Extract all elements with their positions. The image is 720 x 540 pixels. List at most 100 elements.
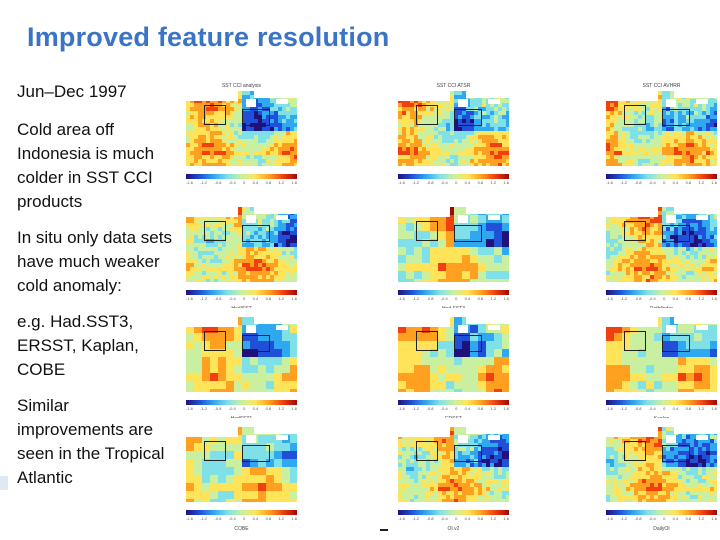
colorbar-tick-label: -1.2 — [200, 296, 208, 301]
colorbar-tick-label: 0 — [663, 296, 666, 301]
bullet-indonesia: Cold area off Indonesia is much colder i… — [17, 120, 155, 211]
colorbar-tick-label: -0.4 — [440, 516, 448, 521]
map-panel-label: DailyOI — [653, 526, 670, 532]
colorbar-tick-label: 0.8 — [477, 296, 484, 301]
colorbar-tick-label: -0.4 — [440, 406, 448, 411]
colorbar-tick-label: 0.8 — [265, 406, 272, 411]
region-box-indonesia — [454, 109, 482, 126]
colorbar-tick-label: -0.8 — [634, 296, 642, 301]
region-box-west — [204, 331, 226, 351]
colorbar — [398, 290, 509, 295]
colorbar-tick-label: -1.6 — [606, 180, 613, 185]
colorbar-tick-label: 0.8 — [685, 296, 692, 301]
colorbar-tick-label: 0.8 — [685, 406, 692, 411]
colorbar-tick-label: 1.2 — [490, 406, 497, 411]
colorbar-tick-label: -0.8 — [426, 180, 434, 185]
colorbar-tick-label: -0.4 — [648, 516, 656, 521]
colorbar-ticks: -1.6 -1.2 -0.8 -0.4 0 0.4 0.8 1.2 1.6 — [186, 296, 297, 301]
colorbar-tick-label: -0.8 — [214, 516, 222, 521]
colorbar-tick-label: -1.2 — [200, 516, 208, 521]
anomaly-map — [606, 427, 717, 502]
colorbar-tick-label: 1.2 — [490, 180, 497, 185]
colorbar-tick-label: 1.6 — [291, 516, 297, 521]
colorbar-tick-label: 1.6 — [503, 180, 509, 185]
anomaly-map — [186, 91, 297, 166]
colorbar-tick-label: -1.6 — [186, 406, 193, 411]
colorbar-tick-label: 0 — [663, 406, 666, 411]
region-box-west — [204, 105, 226, 125]
map-panel-label: SST CCI AVHRR — [642, 83, 681, 89]
bullet-atlantic: Similar improvements are seen in the Tro… — [17, 396, 165, 487]
colorbar-tick-label: 1.6 — [711, 180, 717, 185]
colorbar-tick-label: 1.2 — [278, 296, 285, 301]
colorbar-tick-label: -1.6 — [398, 180, 405, 185]
bullet-examples: e.g. Had.SST3, ERSST, Kaplan, COBE — [17, 312, 139, 379]
anomaly-map — [186, 317, 297, 392]
map-panel: HadISST-1.6-1.2-0.8-0.400.40.81.21.6 — [183, 198, 300, 313]
colorbar-tick-label: -1.2 — [412, 516, 420, 521]
map-panel: SST CCI AVHRR -1.6 -1.2 -0.8 -0.4 0 0.4 0.8 1.2 1… — [603, 82, 720, 197]
colorbar-tick-label: -0.8 — [214, 296, 222, 301]
colorbar-tick-label: 1.6 — [503, 516, 509, 521]
colorbar-tick-label: -0.8 — [426, 406, 434, 411]
colorbar-tick-label: -1.6 — [186, 296, 193, 301]
colorbar-ticks: -1.6 -1.2 -0.8 -0.4 0 0.4 0.8 1.2 1.6 — [186, 516, 297, 521]
region-box-west — [624, 105, 646, 125]
slide-title: Improved feature resolution — [27, 22, 390, 52]
colorbar-ticks: -1.6 -1.2 -0.8 -0.4 0 0.4 0.8 1.2 1.6 — [398, 406, 509, 411]
anomaly-map — [398, 427, 509, 502]
colorbar-tick-label: -1.6 — [398, 296, 405, 301]
colorbar — [186, 400, 297, 405]
colorbar-tick-label: -0.4 — [228, 296, 236, 301]
map-panel: ERSST-1.6-1.2-0.8-0.400.40.81.21.6 — [395, 308, 512, 423]
colorbar-tick-label: 0 — [663, 516, 666, 521]
anomaly-map — [398, 317, 509, 392]
colorbar-tick-label: 0 — [455, 296, 458, 301]
left-edge-decoration — [0, 476, 8, 490]
colorbar-tick-label: -0.8 — [634, 516, 642, 521]
colorbar — [606, 174, 717, 179]
region-box-west — [624, 331, 646, 351]
colorbar — [186, 510, 297, 515]
region-box-indonesia — [662, 225, 690, 242]
bullet-period: Jun–Dec 1997 — [17, 82, 127, 101]
colorbar-ticks: -1.6 -1.2 -0.8 -0.4 0 0.4 0.8 1.2 1.6 — [398, 296, 509, 301]
colorbar-tick-label: 1.6 — [503, 406, 509, 411]
colorbar — [186, 290, 297, 295]
region-box-west — [416, 331, 438, 351]
colorbar-tick-label: 0.4 — [252, 180, 259, 185]
colorbar-tick-label: 0.4 — [672, 296, 679, 301]
colorbar — [606, 400, 717, 405]
colorbar-tick-label: 1.6 — [291, 180, 297, 185]
map-panel: Had.SST3-1.6-1.2-0.8-0.400.40.81.21.6 — [395, 198, 512, 313]
colorbar-tick-label: -0.8 — [426, 296, 434, 301]
colorbar-tick-label: -1.2 — [412, 296, 420, 301]
map-panel: Kaplan-1.6-1.2-0.8-0.400.40.81.21.6 — [603, 308, 720, 423]
colorbar-tick-label: 0.8 — [265, 516, 272, 521]
colorbar-tick-label: -1.6 — [186, 180, 193, 185]
colorbar-tick-label: -1.2 — [412, 180, 420, 185]
colorbar — [398, 510, 509, 515]
colorbar-tick-label: 1.6 — [291, 406, 297, 411]
colorbar-tick-label: -1.2 — [620, 180, 628, 185]
anomaly-map — [186, 427, 297, 502]
colorbar-tick-label: 0.8 — [685, 180, 692, 185]
colorbar — [398, 400, 509, 405]
region-box-indonesia — [242, 335, 270, 352]
colorbar-ticks: -1.6 -1.2 -0.8 -0.4 0 0.4 0.8 1.2 1.6 — [398, 516, 509, 521]
map-panel: DailyOI -1.6 -1.2 -0.8 -0.4 0 0.4 0.8 1.2 1.6 — [603, 418, 720, 533]
map-panel: OI.v2 -1.6 -1.2 -0.8 -0.4 0 0.4 0.8 1.2 1.6 — [395, 418, 512, 533]
colorbar-tick-label: -1.2 — [620, 516, 628, 521]
region-box-indonesia — [454, 225, 482, 242]
anomaly-map — [606, 317, 717, 392]
colorbar-tick-label: -0.4 — [648, 180, 656, 185]
colorbar-ticks: -1.6 -1.2 -0.8 -0.4 0 0.4 0.8 1.2 1.6 — [186, 180, 297, 185]
colorbar-tick-label: -1.2 — [620, 296, 628, 301]
colorbar-tick-label: 0.4 — [464, 180, 471, 185]
map-panel: SST CCI ATSR -1.6 -1.2 -0.8 -0.4 0 0.4 0.8 1.2 1.… — [395, 82, 512, 197]
colorbar-tick-label: 1.2 — [698, 406, 705, 411]
colorbar-tick-label: 1.6 — [711, 516, 717, 521]
colorbar-tick-label: -0.4 — [648, 296, 656, 301]
colorbar-tick-label: -0.8 — [214, 406, 222, 411]
colorbar-tick-label: 0 — [243, 180, 246, 185]
